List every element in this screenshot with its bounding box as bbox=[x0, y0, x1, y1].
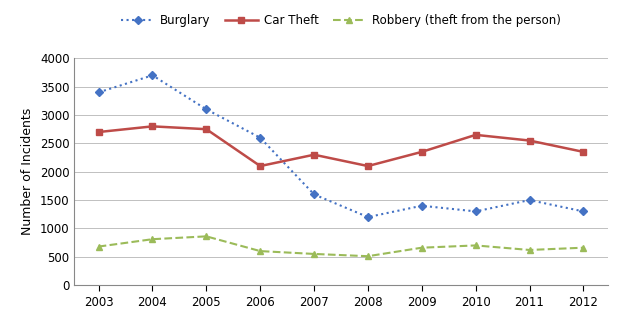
Car Theft bbox=[149, 124, 156, 128]
Y-axis label: Number of Incidents: Number of Incidents bbox=[21, 108, 34, 235]
Car Theft bbox=[418, 150, 425, 154]
Burglary bbox=[364, 215, 371, 219]
Car Theft bbox=[257, 164, 264, 168]
Car Theft bbox=[472, 133, 479, 137]
Burglary bbox=[472, 210, 479, 214]
Robbery (theft from the person) bbox=[364, 254, 371, 258]
Burglary bbox=[311, 192, 318, 196]
Car Theft bbox=[364, 164, 371, 168]
Burglary bbox=[95, 90, 102, 94]
Robbery (theft from the person) bbox=[257, 249, 264, 253]
Car Theft bbox=[203, 127, 210, 131]
Burglary bbox=[257, 136, 264, 140]
Burglary bbox=[418, 204, 425, 208]
Line: Car Theft: Car Theft bbox=[95, 123, 587, 169]
Burglary bbox=[526, 198, 533, 202]
Robbery (theft from the person) bbox=[418, 246, 425, 250]
Car Theft bbox=[580, 150, 587, 154]
Line: Robbery (theft from the person): Robbery (theft from the person) bbox=[95, 233, 587, 260]
Car Theft bbox=[526, 139, 533, 143]
Robbery (theft from the person) bbox=[95, 245, 102, 249]
Robbery (theft from the person) bbox=[311, 252, 318, 256]
Car Theft bbox=[311, 153, 318, 156]
Burglary bbox=[149, 74, 156, 77]
Robbery (theft from the person) bbox=[203, 235, 210, 238]
Robbery (theft from the person) bbox=[472, 244, 479, 248]
Line: Burglary: Burglary bbox=[95, 72, 587, 220]
Car Theft bbox=[95, 130, 102, 134]
Robbery (theft from the person) bbox=[526, 248, 533, 252]
Burglary bbox=[203, 108, 210, 111]
Burglary bbox=[580, 210, 587, 214]
Legend: Burglary, Car Theft, Robbery (theft from the person): Burglary, Car Theft, Robbery (theft from… bbox=[122, 14, 560, 27]
Robbery (theft from the person) bbox=[149, 237, 156, 241]
Robbery (theft from the person) bbox=[580, 246, 587, 250]
